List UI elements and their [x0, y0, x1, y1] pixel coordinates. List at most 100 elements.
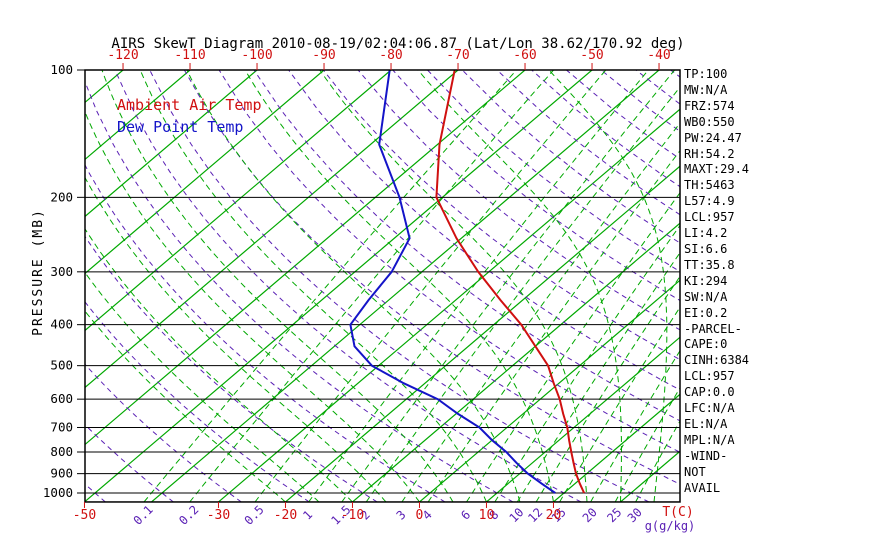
- mixing-ratio-line: [590, 349, 680, 502]
- moist-adiabat-line: [417, 70, 622, 502]
- ambient-temp-curve: [435, 70, 586, 494]
- mixing-ratio-line: [308, 70, 649, 502]
- stat-line: CAPE:0: [684, 337, 728, 352]
- moist-adiabat-group: [85, 70, 668, 502]
- bottom-temp-tick-label: -10: [341, 508, 364, 523]
- isotherm-line: [85, 70, 124, 104]
- mixing-ratio-line: [516, 251, 680, 502]
- dry-adiabat-line: [149, 70, 650, 502]
- pressure-tick-label: 400: [50, 317, 73, 332]
- pressure-tick-label: 1000: [43, 485, 73, 500]
- isotherm-line: [218, 108, 680, 502]
- dry-adiabat-line: [461, 70, 680, 244]
- mixing-ratio-line: [494, 224, 680, 502]
- stat-line: MPL:N/A: [684, 432, 735, 447]
- plot-border: [84, 69, 681, 503]
- isotherm-line: [85, 70, 325, 275]
- moist-adiabat-line: [319, 70, 588, 502]
- stat-line: -PARCEL-: [684, 321, 742, 336]
- moist-adiabat-line: [548, 70, 668, 502]
- stat-line: FRZ:574: [684, 98, 735, 113]
- pressure-axis-label: PRESSURE (MB): [31, 208, 46, 336]
- bottom-temp-tick-label: 20: [546, 508, 562, 523]
- chart-title: AIRS SkewT Diagram 2010-08-19/02:04:06.8…: [111, 36, 685, 52]
- pressure-tick-label: 700: [50, 419, 73, 434]
- stat-line: TH:5463: [684, 178, 735, 193]
- top-temp-tick-label: -40: [647, 48, 670, 63]
- stat-line: SI:6.6: [684, 241, 728, 256]
- mixing-ratio-line: [401, 122, 680, 502]
- mixing-ratio-line: [365, 86, 680, 502]
- dry-adiabat-line: [288, 70, 680, 391]
- dry-adiabat-line: [357, 70, 680, 331]
- legend-ambient-temp: Ambient Air Temp: [117, 96, 262, 114]
- dry-adiabat-line: [183, 70, 680, 485]
- stat-line: LFC:N/A: [684, 401, 735, 416]
- stat-line: CINH:6384: [684, 353, 750, 368]
- mixing-ratio-group: [143, 70, 680, 502]
- isotherm-line: [285, 165, 680, 502]
- temperature-unit-label: T(C): [662, 505, 693, 520]
- mixing-ratio-line: [427, 149, 680, 502]
- top-temp-tick-label: -100: [241, 48, 272, 63]
- mixing-ratio-line: [254, 70, 607, 502]
- mixing-ratio-tick-label: 12: [525, 505, 545, 525]
- dry-adiabat-line: [85, 363, 242, 502]
- top-temp-tick-label: -110: [174, 48, 205, 63]
- dry-adiabat-line: [85, 163, 446, 502]
- isotherm-line: [85, 70, 191, 161]
- moist-adiabat-line: [139, 70, 487, 502]
- mixing-ratio-line: [189, 70, 554, 502]
- dry-adiabat-line: [85, 483, 106, 502]
- mixing-ratio-line: [341, 70, 675, 502]
- stat-line: AVAIL: [684, 480, 721, 495]
- mixing-ratio-tick-label: 20: [580, 505, 600, 525]
- top-temp-tick-label: -50: [580, 48, 603, 63]
- mixing-ratio-tick-label: 30: [625, 505, 645, 525]
- mixing-ratio-line: [635, 419, 680, 502]
- pressure-tick-label: 600: [50, 391, 73, 406]
- stat-line: SW:N/A: [684, 289, 728, 304]
- mixing-ratio-unit-label: g(g/kg): [645, 519, 696, 533]
- pressure-tick-label: 300: [50, 264, 73, 279]
- dry-adiabat-line: [218, 70, 680, 453]
- curve-group: [349, 70, 586, 494]
- mixing-ratio-tick-label: 10: [506, 505, 526, 525]
- stat-line: MW:N/A: [684, 82, 728, 97]
- mixing-ratio-tick-label: 0.5: [242, 503, 267, 528]
- moist-adiabat-line: [244, 70, 554, 502]
- stat-line: MAXT:29.4: [684, 162, 750, 177]
- pressure-tick-label: 500: [50, 358, 73, 373]
- stat-line: L57:4.9: [684, 194, 735, 209]
- stat-line: LI:4.2: [684, 226, 728, 241]
- mixing-ratio-tick-label: 6: [458, 508, 473, 523]
- stat-line: LCL:957: [684, 369, 735, 384]
- bottom-temp-tick-label: -50: [73, 508, 96, 523]
- pressure-tick-label: 900: [50, 466, 73, 481]
- stats-panel: TP:100 MW:N/A FRZ:574 WB0:550 PW:24.47 RH:54.…: [684, 67, 749, 496]
- moist-adiabat-line: [85, 228, 353, 502]
- isotherm-line: [419, 279, 680, 502]
- top-temp-tick-label: -90: [312, 48, 335, 63]
- stat-line: LCL:957: [684, 210, 735, 225]
- isotherm-line: [151, 70, 660, 502]
- border-group: [84, 69, 681, 503]
- mixing-ratio-line: [614, 386, 680, 502]
- isotherm-line: [85, 70, 258, 218]
- stat-line: -WIND-: [684, 448, 728, 463]
- stat-line: TT:35.8: [684, 257, 735, 272]
- mixing-ratio-tick-label: 3: [394, 508, 409, 523]
- bottom-temp-tick-label: -30: [207, 508, 230, 523]
- dry-adiabat-line: [392, 70, 680, 302]
- top-temp-tick-label: -60: [513, 48, 536, 63]
- mixing-ratio-tick-label: 1: [300, 508, 315, 523]
- bottom-temp-tick-label: 0: [416, 508, 424, 523]
- isotherm-line: [85, 70, 593, 502]
- stat-line: CAP:0.0: [684, 385, 735, 400]
- mixing-ratio-line: [143, 70, 517, 502]
- moist-adiabat-line: [85, 271, 320, 502]
- pressure-tick-label: 800: [50, 444, 73, 459]
- bottom-temp-tick-label: -20: [274, 508, 297, 523]
- stat-line: TP:100: [684, 67, 728, 81]
